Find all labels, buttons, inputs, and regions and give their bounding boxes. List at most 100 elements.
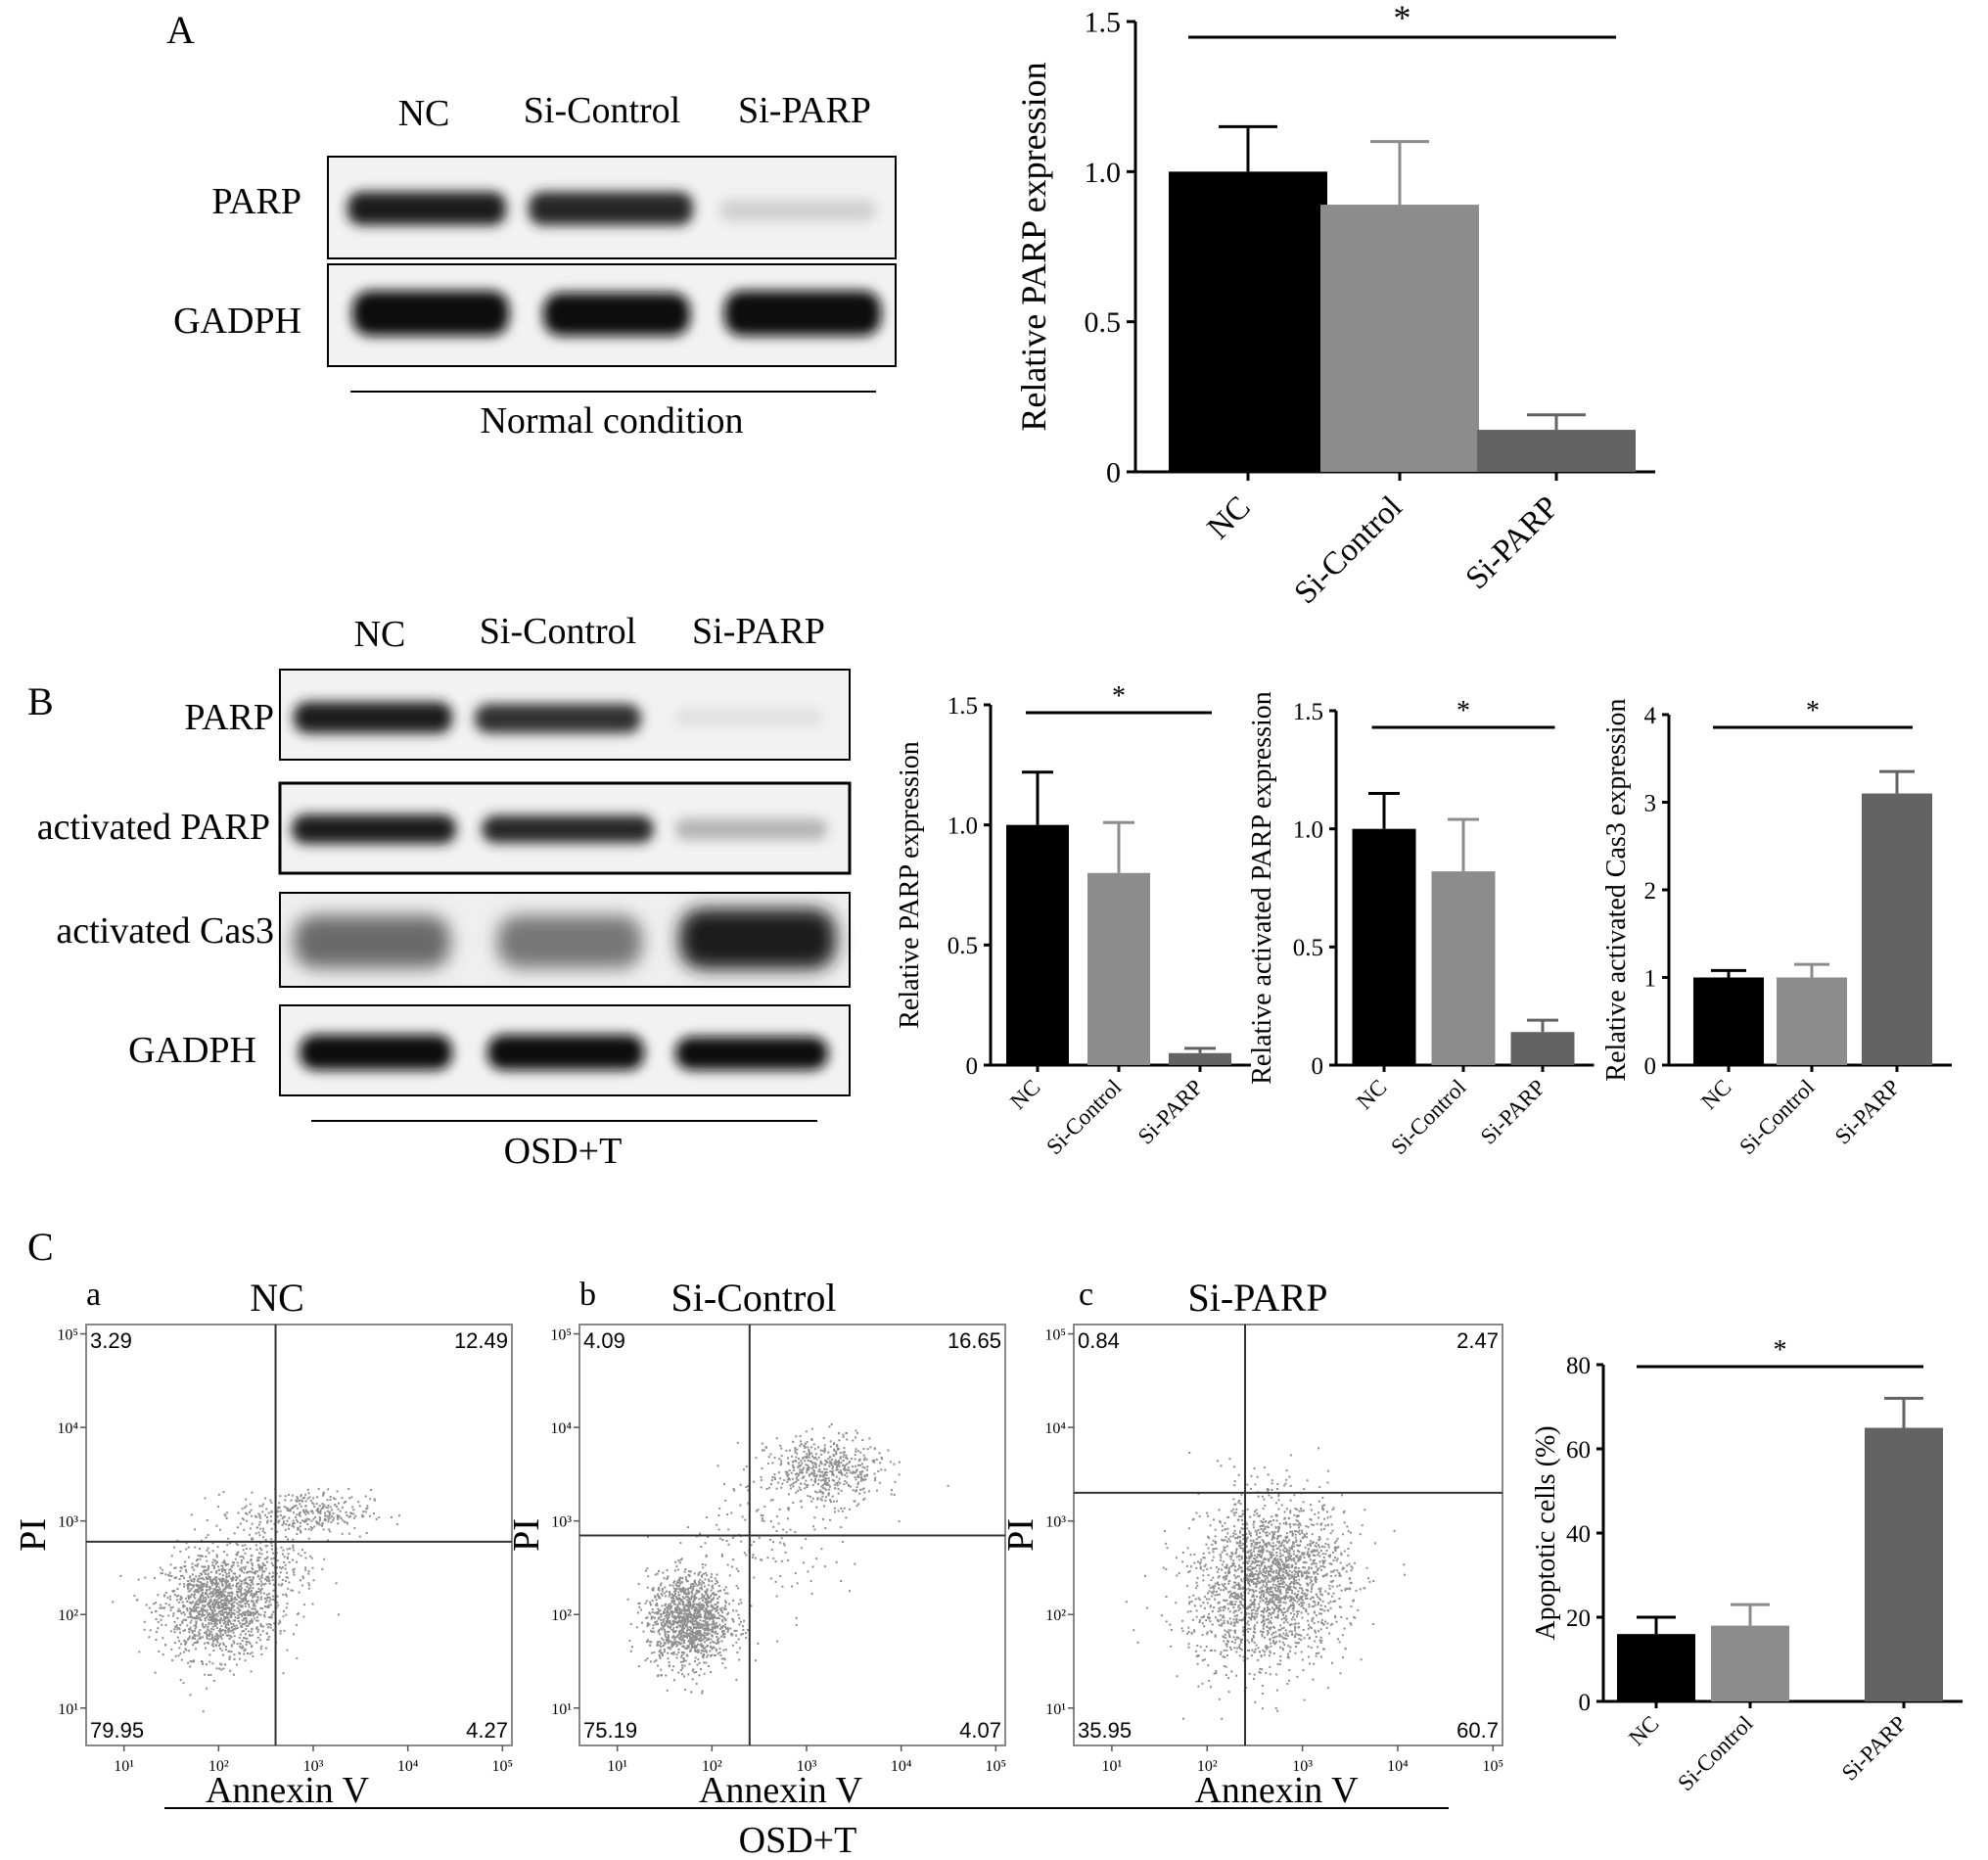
event-dot: [1249, 1599, 1252, 1602]
event-dot: [189, 1616, 192, 1618]
event-dot: [219, 1596, 222, 1598]
event-dot: [689, 1631, 692, 1634]
event-dot: [839, 1482, 842, 1485]
event-dot: [213, 1614, 216, 1616]
event-dot: [853, 1500, 855, 1503]
panel-c-letter: C: [27, 1225, 54, 1269]
event-dot: [875, 1458, 878, 1461]
event-dot: [702, 1604, 705, 1606]
event-dot: [794, 1460, 797, 1462]
event-dot: [178, 1640, 180, 1643]
event-dot: [225, 1578, 228, 1581]
event-dot: [1302, 1629, 1305, 1631]
event-dot: [712, 1592, 715, 1595]
bar: [1777, 977, 1847, 1065]
event-dot: [198, 1577, 201, 1580]
blot-bands: [294, 908, 836, 969]
event-dot: [288, 1527, 290, 1530]
event-dot: [304, 1519, 307, 1522]
event-dot: [222, 1579, 225, 1582]
event-dot: [244, 1567, 247, 1570]
event-dot: [1240, 1578, 1243, 1581]
event-dot: [791, 1455, 794, 1458]
event-dot: [169, 1598, 171, 1601]
event-dot: [698, 1581, 700, 1584]
event-dot: [823, 1565, 826, 1568]
event-dot: [700, 1606, 703, 1609]
event-dot: [732, 1558, 735, 1561]
event-dot: [679, 1621, 682, 1624]
event-dot: [364, 1495, 367, 1498]
event-dot: [660, 1582, 663, 1585]
event-dot: [270, 1519, 272, 1522]
event-dot: [232, 1619, 235, 1622]
event-dot: [814, 1490, 816, 1493]
event-dot: [667, 1618, 669, 1621]
event-dot: [652, 1616, 654, 1619]
event-dot: [658, 1640, 661, 1643]
event-dot: [814, 1475, 817, 1478]
event-dot: [161, 1623, 163, 1626]
event-dot: [1229, 1594, 1231, 1597]
event-dot: [296, 1560, 299, 1563]
event-dot: [269, 1623, 272, 1626]
event-dot: [786, 1474, 789, 1477]
event-dot: [1251, 1638, 1254, 1641]
event-dot: [235, 1624, 238, 1627]
event-dot: [701, 1608, 704, 1611]
event-dot: [707, 1598, 710, 1601]
event-dot: [718, 1537, 721, 1540]
event-dot: [309, 1499, 312, 1502]
event-dot: [697, 1658, 700, 1661]
event-dot: [703, 1637, 706, 1640]
event-dot: [842, 1456, 845, 1459]
event-dot: [248, 1533, 251, 1536]
event-dot: [265, 1578, 268, 1581]
event-dot: [1330, 1570, 1332, 1573]
event-dot: [1318, 1536, 1320, 1538]
x-tick-label: Si-Control: [1734, 1075, 1819, 1159]
event-dot: [1217, 1610, 1220, 1613]
event-dot: [1250, 1575, 1253, 1578]
event-dot: [233, 1658, 236, 1660]
event-dot: [792, 1468, 795, 1471]
event-dot: [250, 1584, 253, 1587]
event-dot: [884, 1468, 887, 1471]
event-dot: [684, 1568, 687, 1570]
event-dot: [249, 1570, 251, 1573]
event-dot: [254, 1532, 257, 1535]
event-dot: [685, 1617, 688, 1620]
event-dot: [197, 1578, 200, 1581]
event-dot: [683, 1597, 686, 1600]
event-dot: [1269, 1651, 1271, 1654]
event-dot: [819, 1449, 822, 1452]
event-dot: [208, 1616, 211, 1619]
event-dot: [702, 1656, 705, 1659]
event-dot: [688, 1609, 691, 1612]
event-dot: [1254, 1577, 1257, 1580]
event-dot: [220, 1564, 223, 1567]
event-dot: [304, 1518, 307, 1521]
event-dot: [208, 1599, 211, 1602]
event-dot: [705, 1607, 708, 1610]
event-dot: [724, 1623, 726, 1626]
event-dot: [253, 1592, 255, 1595]
event-dot: [201, 1539, 203, 1542]
event-dot: [254, 1572, 255, 1575]
event-dot: [1259, 1600, 1262, 1603]
event-dot: [199, 1596, 202, 1599]
event-dot: [215, 1602, 218, 1604]
event-dot: [1319, 1628, 1322, 1631]
event-dot: [1335, 1540, 1338, 1543]
event-dot: [691, 1637, 693, 1640]
event-dot: [646, 1623, 649, 1626]
event-dot: [151, 1611, 153, 1614]
event-dot: [831, 1459, 834, 1461]
event-dot: [857, 1464, 859, 1466]
event-dot: [1269, 1673, 1271, 1676]
event-dot: [683, 1675, 685, 1678]
event-dot: [1195, 1581, 1198, 1584]
event-dot: [706, 1574, 709, 1577]
event-dot: [664, 1634, 667, 1637]
